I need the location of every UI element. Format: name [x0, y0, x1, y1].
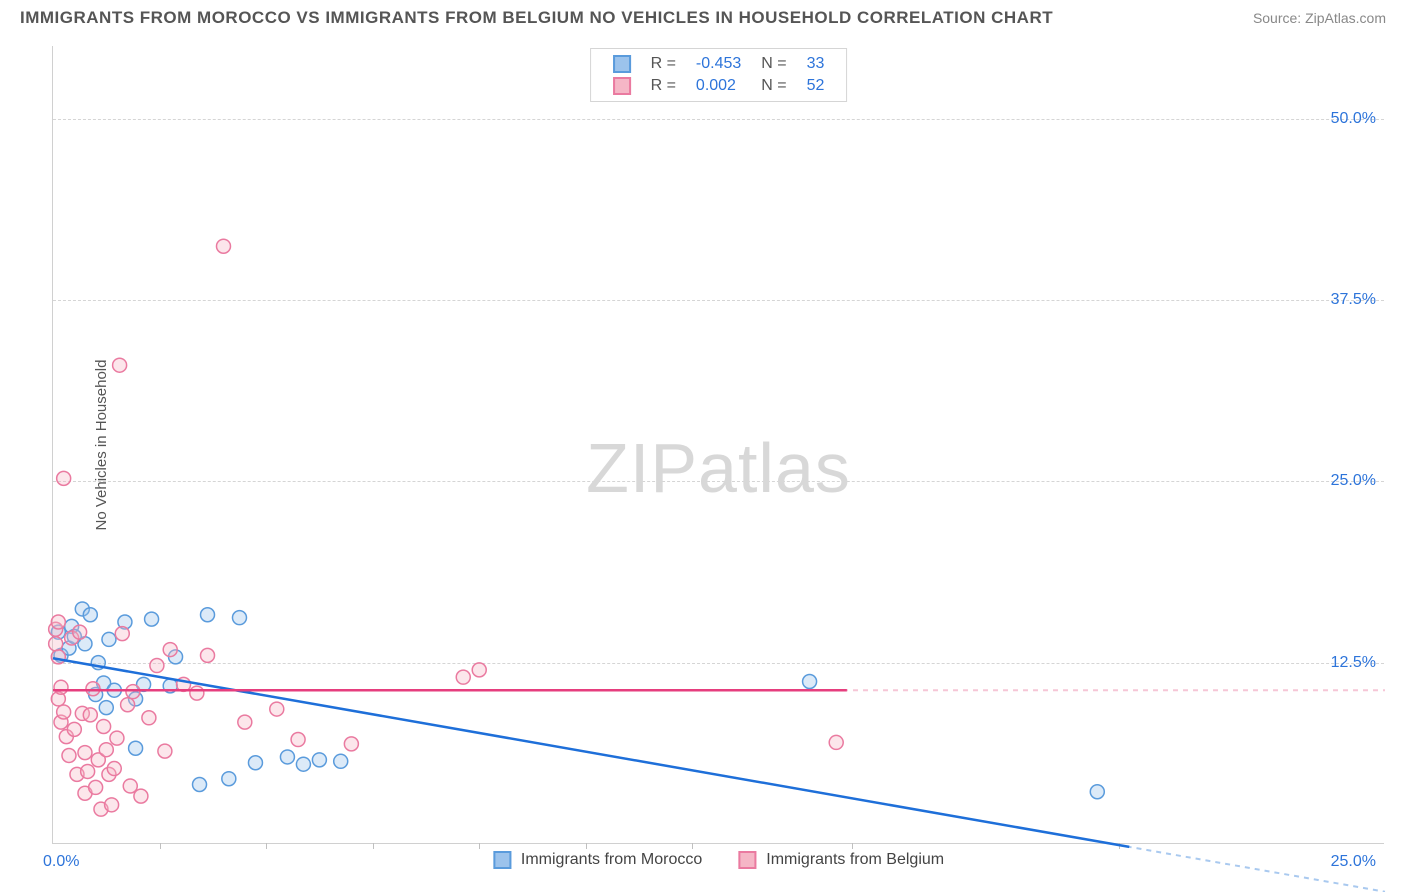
data-point: [190, 686, 204, 700]
data-point: [121, 698, 135, 712]
stats-legend: R =-0.453N =33R =0.002N =52: [590, 48, 848, 102]
plot-area: 12.5%25.0%37.5%50.0% ZIPatlas R =-0.453N…: [52, 46, 1384, 844]
legend-item: Immigrants from Belgium: [738, 851, 944, 869]
data-point: [51, 615, 65, 629]
x-tick-mark: [479, 843, 480, 849]
n-value: 52: [797, 75, 835, 97]
data-point: [145, 612, 159, 626]
data-point: [142, 711, 156, 725]
x-tick-mark: [586, 843, 587, 849]
data-point: [472, 663, 486, 677]
r-value: 0.002: [686, 75, 751, 97]
data-point: [89, 780, 103, 794]
page-title: IMMIGRANTS FROM MOROCCO VS IMMIGRANTS FR…: [20, 8, 1053, 28]
legend-swatch: [493, 851, 511, 869]
data-point: [102, 632, 116, 646]
data-point: [107, 762, 121, 776]
x-tick-mark: [266, 843, 267, 849]
data-point: [803, 674, 817, 688]
data-point: [201, 648, 215, 662]
data-point: [57, 705, 71, 719]
data-point: [312, 753, 326, 767]
x-tick-mark: [852, 843, 853, 849]
source-credit: Source: ZipAtlas.com: [1253, 10, 1386, 26]
data-point: [280, 750, 294, 764]
data-point: [113, 358, 127, 372]
data-point: [105, 798, 119, 812]
data-point: [115, 627, 129, 641]
data-point: [456, 670, 470, 684]
data-point: [163, 643, 177, 657]
data-point: [62, 748, 76, 762]
data-point: [134, 789, 148, 803]
data-point: [83, 608, 97, 622]
data-point: [86, 682, 100, 696]
x-max-label: 25.0%: [1331, 853, 1376, 871]
data-point: [99, 743, 113, 757]
data-point: [158, 744, 172, 758]
legend-swatch: [613, 77, 631, 95]
scatter-svg: [53, 46, 1384, 843]
regression-line: [53, 658, 1129, 847]
legend-swatch: [613, 55, 631, 73]
data-point: [81, 764, 95, 778]
data-point: [49, 637, 63, 651]
r-label: R =: [641, 53, 686, 75]
data-point: [110, 731, 124, 745]
data-point: [829, 735, 843, 749]
data-point: [99, 701, 113, 715]
r-label: R =: [641, 75, 686, 97]
legend-swatch: [738, 851, 756, 869]
data-point: [97, 719, 111, 733]
data-point: [201, 608, 215, 622]
x-tick-mark: [692, 843, 693, 849]
data-point: [291, 733, 305, 747]
data-point: [126, 685, 140, 699]
data-point: [57, 471, 71, 485]
data-point: [296, 757, 310, 771]
data-point: [248, 756, 262, 770]
x-tick-mark: [160, 843, 161, 849]
data-point: [1090, 785, 1104, 799]
data-point: [232, 611, 246, 625]
x-origin-label: 0.0%: [43, 853, 79, 871]
r-value: -0.453: [686, 53, 751, 75]
data-point: [193, 778, 207, 792]
legend-item: Immigrants from Morocco: [493, 851, 702, 869]
n-value: 33: [797, 53, 835, 75]
n-label: N =: [751, 53, 796, 75]
legend-label: Immigrants from Morocco: [521, 851, 702, 869]
correlation-chart: No Vehicles in Household 12.5%25.0%37.5%…: [52, 46, 1384, 844]
data-point: [54, 680, 68, 694]
legend-label: Immigrants from Belgium: [766, 851, 944, 869]
data-point: [334, 754, 348, 768]
n-label: N =: [751, 75, 796, 97]
data-point: [78, 746, 92, 760]
series-legend: Immigrants from Morocco Immigrants from B…: [493, 851, 944, 869]
data-point: [150, 659, 164, 673]
data-point: [123, 779, 137, 793]
data-point: [83, 708, 97, 722]
data-point: [67, 722, 81, 736]
data-point: [344, 737, 358, 751]
data-point: [73, 625, 87, 639]
data-point: [238, 715, 252, 729]
data-point: [216, 239, 230, 253]
x-tick-mark: [373, 843, 374, 849]
data-point: [270, 702, 284, 716]
stats-row: R =-0.453N =33: [603, 53, 835, 75]
data-point: [129, 741, 143, 755]
stats-row: R =0.002N =52: [603, 75, 835, 97]
data-point: [222, 772, 236, 786]
data-point: [51, 650, 65, 664]
